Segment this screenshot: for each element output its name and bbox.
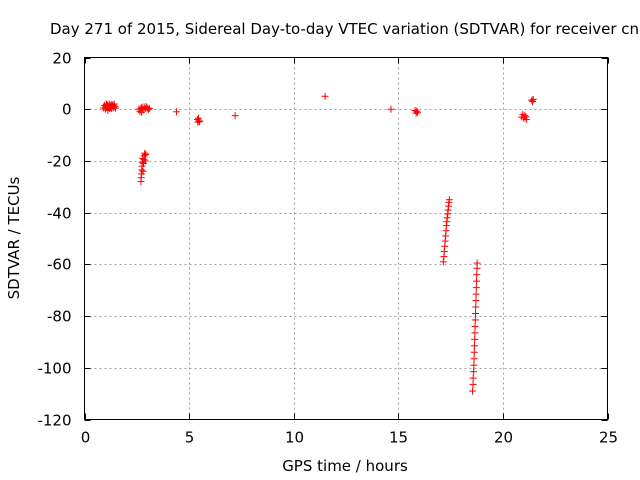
y-tick-label: -120	[37, 412, 71, 430]
data-point	[439, 258, 447, 266]
data-point	[469, 374, 477, 382]
x-tick-label: 0	[81, 429, 91, 447]
y-tick-label: -60	[47, 256, 72, 274]
y-tick-label: -80	[47, 308, 72, 326]
grid-lines	[84, 57, 608, 420]
x-tick-label: 10	[285, 429, 304, 447]
data-point	[231, 112, 239, 120]
data-point	[470, 355, 478, 363]
data-point	[472, 290, 480, 298]
data-point	[413, 107, 421, 115]
data-point	[473, 271, 481, 279]
data-point	[472, 284, 480, 292]
data-point	[470, 361, 478, 369]
x-tick-label: 25	[599, 429, 618, 447]
data-point	[414, 108, 422, 116]
data-point	[471, 335, 479, 343]
data-point	[522, 116, 530, 124]
plot-frame	[84, 57, 608, 420]
y-tick-label: 0	[62, 101, 72, 119]
x-tick-label: 5	[185, 429, 195, 447]
data-point	[144, 106, 152, 114]
data-point	[471, 316, 479, 324]
data-point	[145, 104, 153, 112]
data-point	[472, 303, 480, 311]
data-point	[141, 149, 149, 157]
y-tick-label: -40	[47, 205, 72, 223]
data-point	[528, 96, 536, 104]
x-axis-label: GPS time / hours	[282, 457, 408, 475]
data-point	[196, 118, 204, 126]
data-point	[472, 297, 480, 305]
data-point	[473, 259, 481, 267]
data-point	[445, 196, 453, 204]
data-point	[529, 95, 537, 103]
chart-title: Day 271 of 2015, Sidereal Day-to-day VTE…	[50, 20, 640, 38]
data-point	[136, 107, 144, 115]
data-point	[111, 103, 119, 111]
data-point	[473, 277, 481, 285]
data-point	[141, 157, 149, 165]
y-tick-label: -100	[37, 360, 71, 378]
data-point	[471, 322, 479, 330]
axis-ticks: 0 5 10 15 20 25 -120 -100 -80 -60 -40 -20 0 20	[37, 50, 618, 447]
data-point	[321, 92, 329, 100]
y-tick-label: -20	[47, 153, 72, 171]
data-point	[412, 109, 420, 117]
data-point	[471, 309, 479, 317]
data-point	[142, 150, 150, 158]
data-point	[521, 112, 529, 120]
data-point	[470, 368, 478, 376]
data-point	[470, 348, 478, 356]
data-point	[471, 329, 479, 337]
y-axis-label: SDTVAR / TECUs	[5, 176, 23, 299]
data-point	[387, 105, 395, 113]
x-tick-label: 15	[389, 429, 408, 447]
x-tick-label: 20	[494, 429, 513, 447]
data-point	[469, 381, 477, 389]
data-point	[469, 387, 477, 395]
data-point	[139, 167, 147, 175]
data-points	[99, 92, 537, 395]
data-point	[111, 104, 119, 112]
data-point	[173, 108, 181, 116]
data-point	[194, 118, 202, 126]
data-point	[470, 342, 478, 350]
y-tick-label: 20	[52, 50, 71, 68]
